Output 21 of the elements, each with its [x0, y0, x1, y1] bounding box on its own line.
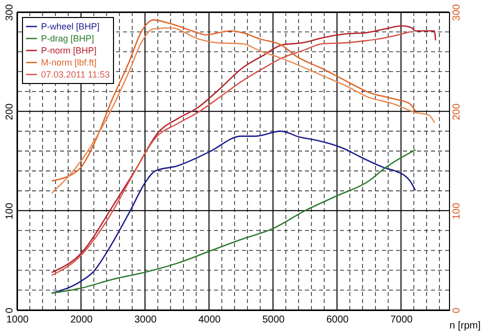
- y2-tick-label: 300: [452, 4, 462, 21]
- legend-label: P-wheel [BHP]: [41, 22, 100, 32]
- x-tick-label: 6000: [326, 314, 350, 326]
- y-tick-label: 0: [4, 307, 16, 314]
- y-tick-label: 300: [4, 4, 16, 21]
- y-tick-label: 100: [4, 202, 16, 220]
- legend-label: M-norm [lbf.ft]: [41, 58, 97, 68]
- legend-label: 07.03.2011 11:53: [41, 70, 110, 80]
- x-tick-label: 1000: [6, 314, 30, 326]
- x-tick-label: 5000: [262, 314, 286, 326]
- y2-tick-label: 100: [452, 202, 462, 220]
- legend-label: P-drag [BHP]: [41, 34, 94, 44]
- y-tick-label: 200: [4, 103, 16, 120]
- x-tick-label: 7000: [390, 314, 414, 326]
- y2-tick-label: 0: [452, 307, 462, 314]
- x-tick-label: 3000: [134, 314, 158, 326]
- legend-label: P-norm [BHP]: [41, 46, 97, 56]
- x-axis-title: n [rpm]: [450, 320, 481, 332]
- x-tick-label: 4000: [198, 314, 222, 326]
- x-tick-label: 2000: [70, 314, 94, 326]
- y2-tick-label: 200: [452, 103, 462, 120]
